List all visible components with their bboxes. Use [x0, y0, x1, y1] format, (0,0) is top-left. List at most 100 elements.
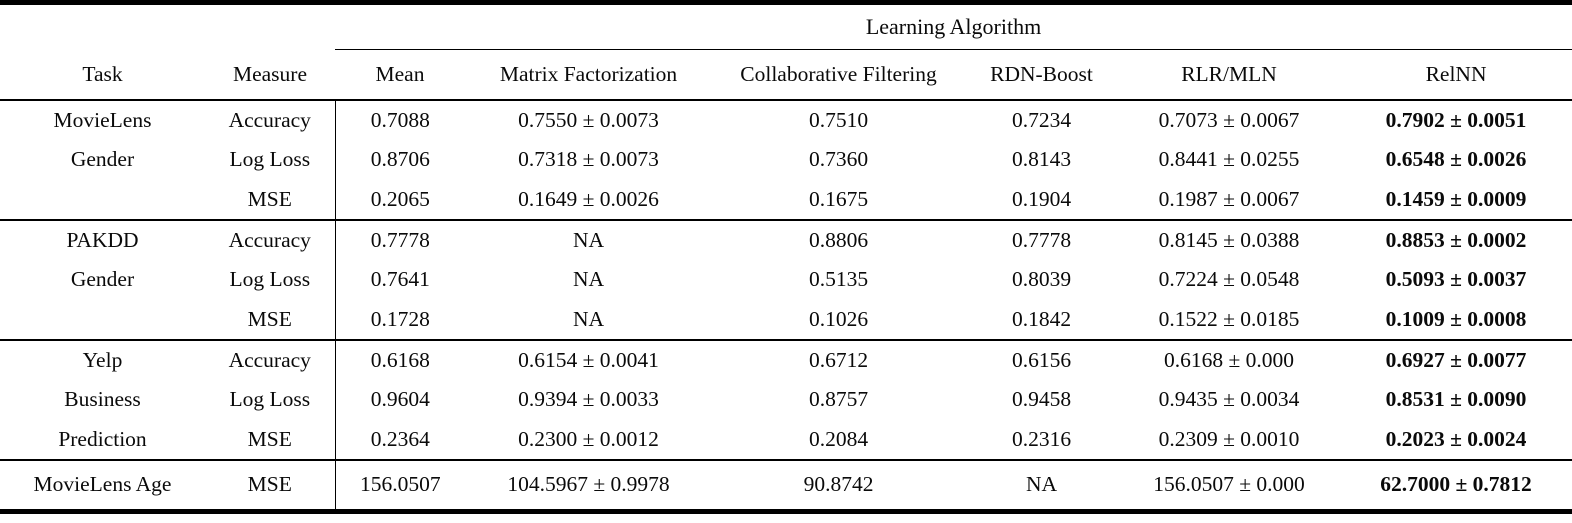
- task-cell: [0, 300, 205, 340]
- table-row: MSE 0.1728 NA 0.1026 0.1842 0.1522 ± 0.0185 0.…: [0, 299, 1572, 340]
- task-cell: Gender: [70, 147, 135, 171]
- value-cell-mean: 0.6168: [334, 339, 465, 380]
- column-header-row: Task Measure Mean Matrix Factorization Colla…: [0, 50, 1572, 100]
- measure-cell: MSE: [247, 426, 292, 451]
- value-cell-matrix-factorization: NA: [572, 227, 605, 252]
- value-cell-collaborative-filtering: 0.7510: [808, 107, 869, 132]
- column-header-rdn-boost: RDN-Boost: [990, 61, 1093, 86]
- measure-cell: MSE: [247, 186, 292, 211]
- value-cell-relnn: 0.8531 ± 0.0090: [1385, 387, 1527, 411]
- value-cell-matrix-factorization: NA: [572, 306, 605, 331]
- measure-cell: MSE: [247, 472, 292, 497]
- value-cell-relnn: 0.1459 ± 0.0009: [1385, 186, 1527, 211]
- value-cell-rlr-mln: 0.1987 ± 0.0067: [1158, 186, 1300, 211]
- value-cell-rdn-boost: 0.7234: [1011, 107, 1072, 132]
- column-header-measure: Measure: [232, 61, 308, 86]
- table-row: Business Log Loss 0.9604 0.9394 ± 0.0033 0.8…: [0, 379, 1572, 420]
- value-cell-matrix-factorization: 0.2300 ± 0.0012: [518, 426, 659, 451]
- column-header-mean: Mean: [375, 61, 425, 86]
- value-cell-mean: 0.9604: [334, 379, 465, 420]
- learning-algorithm-header: Learning Algorithm: [335, 2, 1572, 50]
- measure-cell: MSE: [247, 306, 292, 331]
- value-cell-rlr-mln: 0.9435 ± 0.0034: [1158, 387, 1300, 411]
- task-cell: PAKDD: [66, 227, 139, 252]
- value-cell-rlr-mln: 0.2309 ± 0.0010: [1158, 426, 1300, 451]
- value-cell-mean: 0.7088: [334, 99, 465, 140]
- value-cell-rdn-boost: NA: [1025, 472, 1058, 497]
- value-cell-collaborative-filtering: 0.2084: [808, 426, 869, 451]
- group-header-spacer: [0, 3, 335, 50]
- value-cell-rdn-boost: 0.9458: [1011, 387, 1072, 411]
- table-row: Yelp Accuracy 0.6168 0.6154 ± 0.0041 0.6712 0…: [0, 339, 1572, 380]
- column-header-collaborative-filtering: Collaborative Filtering: [740, 61, 937, 86]
- table-row: Gender Log Loss 0.7641 NA 0.5135 0.8039 0.7224…: [0, 259, 1572, 300]
- value-cell-relnn: 0.1009 ± 0.0008: [1385, 306, 1527, 331]
- value-cell-rdn-boost: 0.7778: [1011, 227, 1072, 252]
- value-cell-rlr-mln: 0.7073 ± 0.0067: [1158, 107, 1300, 132]
- value-cell-matrix-factorization: 104.5967 ± 0.9978: [507, 472, 670, 497]
- value-cell-relnn: 0.6927 ± 0.0077: [1385, 347, 1527, 372]
- measure-cell: Accuracy: [228, 227, 311, 252]
- value-cell-rlr-mln: 0.8145 ± 0.0388: [1158, 227, 1300, 252]
- measure-cell: Log Loss: [229, 147, 311, 171]
- task-cell: MovieLens: [53, 107, 152, 132]
- value-cell-collaborative-filtering: 0.6712: [808, 347, 869, 372]
- value-cell-relnn: 0.7902 ± 0.0051: [1385, 107, 1527, 132]
- value-cell-matrix-factorization: 0.7550 ± 0.0073: [518, 107, 659, 132]
- value-cell-rlr-mln: 0.7224 ± 0.0548: [1158, 267, 1300, 291]
- value-cell-mean: 0.1728: [334, 299, 465, 340]
- column-header-matrix-factorization: Matrix Factorization: [499, 61, 678, 86]
- value-cell-relnn: 0.8853 ± 0.0002: [1385, 227, 1527, 252]
- task-group: MovieLens Age MSE 156.0507 104.5967 ± 0.997…: [0, 459, 1572, 512]
- value-cell-collaborative-filtering: 0.1026: [808, 306, 869, 331]
- value-cell-mean: 0.2364: [334, 419, 465, 460]
- value-cell-rdn-boost: 0.8143: [1011, 147, 1072, 171]
- task-cell: MovieLens Age: [33, 472, 172, 497]
- value-cell-rdn-boost: 0.8039: [1011, 267, 1072, 291]
- value-cell-rdn-boost: 0.1842: [1011, 306, 1072, 331]
- column-header-rlr-mln: RLR/MLN: [1181, 61, 1277, 86]
- measure-cell: Log Loss: [229, 267, 311, 291]
- value-cell-relnn: 0.5093 ± 0.0037: [1385, 267, 1527, 291]
- value-cell-mean: 156.0507: [334, 459, 465, 512]
- value-cell-mean: 0.8706: [334, 139, 465, 180]
- group-header-row: Learning Algorithm: [0, 2, 1572, 50]
- value-cell-rdn-boost: 0.1904: [1011, 186, 1072, 211]
- value-cell-matrix-factorization: 0.7318 ± 0.0073: [518, 147, 659, 171]
- table-row: Gender Log Loss 0.8706 0.7318 ± 0.0073 0.736…: [0, 139, 1572, 180]
- value-cell-collaborative-filtering: 0.8806: [808, 227, 869, 252]
- table-row: MovieLens Accuracy 0.7088 0.7550 ± 0.0073 0.…: [0, 99, 1572, 140]
- task-group: Yelp Accuracy 0.6168 0.6154 ± 0.0041 0.6712 0…: [0, 339, 1572, 460]
- task-group: PAKDD Accuracy 0.7778 NA 0.8806 0.7778 0.8145 …: [0, 219, 1572, 340]
- value-cell-rdn-boost: 0.2316: [1011, 426, 1072, 451]
- value-cell-relnn: 62.7000 ± 0.7812: [1380, 472, 1532, 497]
- value-cell-relnn: 0.6548 ± 0.0026: [1385, 147, 1527, 171]
- measure-cell: Log Loss: [229, 387, 311, 411]
- value-cell-collaborative-filtering: 0.7360: [808, 147, 869, 171]
- value-cell-matrix-factorization: NA: [572, 267, 605, 291]
- value-cell-matrix-factorization: 0.1649 ± 0.0026: [518, 186, 659, 211]
- table-row: PAKDD Accuracy 0.7778 NA 0.8806 0.7778 0.8145 …: [0, 219, 1572, 260]
- task-cell: Yelp: [82, 347, 123, 372]
- task-group: MovieLens Accuracy 0.7088 0.7550 ± 0.0073 0.…: [0, 99, 1572, 220]
- table-row: MSE 0.2065 0.1649 ± 0.0026 0.1675 0.1904 0.19…: [0, 179, 1572, 220]
- table-header: Learning Algorithm Task Measure Mean Matrix…: [0, 2, 1572, 100]
- value-cell-collaborative-filtering: 90.8742: [803, 472, 874, 497]
- value-cell-rlr-mln: 0.8441 ± 0.0255: [1158, 147, 1300, 171]
- value-cell-rlr-mln: 0.1522 ± 0.0185: [1158, 306, 1300, 331]
- measure-cell: Accuracy: [228, 107, 311, 132]
- column-header-task: Task: [82, 61, 123, 86]
- value-cell-mean: 0.7641: [334, 259, 465, 300]
- measure-cell: Accuracy: [228, 347, 311, 372]
- task-cell: [0, 180, 205, 220]
- value-cell-rlr-mln: 0.6168 ± 0.000: [1163, 347, 1295, 372]
- value-cell-matrix-factorization: 0.6154 ± 0.0041: [518, 347, 659, 372]
- value-cell-mean: 0.7778: [334, 219, 465, 260]
- table-row: Prediction MSE 0.2364 0.2300 ± 0.0012 0.2084…: [0, 419, 1572, 460]
- task-cell: Prediction: [58, 426, 147, 451]
- value-cell-rdn-boost: 0.6156: [1011, 347, 1072, 372]
- value-cell-collaborative-filtering: 0.1675: [808, 186, 869, 211]
- task-cell: Business: [64, 387, 141, 411]
- value-cell-matrix-factorization: 0.9394 ± 0.0033: [518, 387, 659, 411]
